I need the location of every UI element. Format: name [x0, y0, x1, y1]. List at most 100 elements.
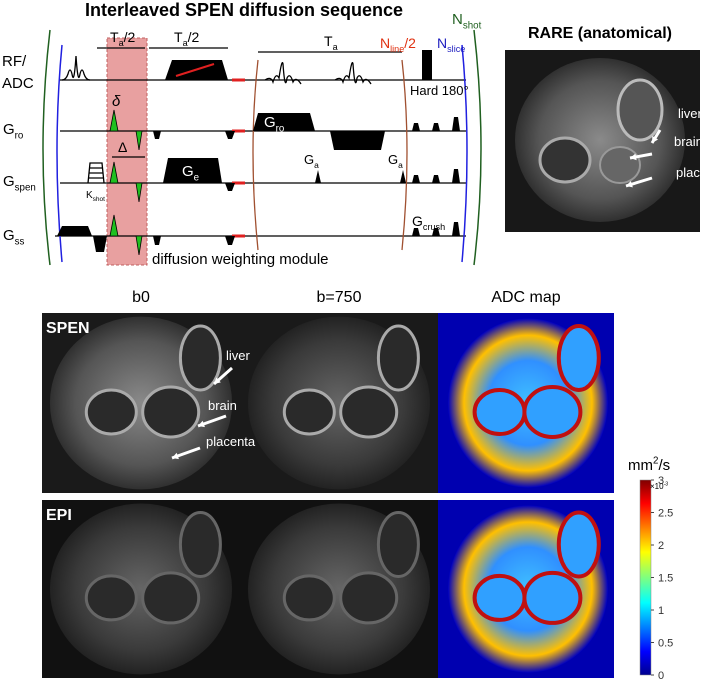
label: Hard 180°: [410, 83, 469, 98]
label-sub: crush: [423, 222, 445, 232]
label-tail: /2: [404, 35, 416, 51]
label-sub: a: [119, 38, 125, 48]
mri-structure: [282, 388, 336, 436]
colorbar: [639, 479, 652, 676]
label-main: K: [86, 190, 93, 201]
rf-pulse: [61, 55, 91, 81]
arrow-head: [626, 180, 633, 188]
label-sub: shot: [93, 196, 105, 203]
diffusion-gradients: [109, 109, 143, 256]
label-sub: slice: [447, 44, 465, 54]
label: brain: [208, 398, 237, 413]
label: Gro: [3, 121, 24, 142]
label-main: -G: [342, 133, 358, 149]
label-main: mm: [628, 457, 653, 474]
mri-structure: [339, 385, 399, 439]
arrow-head: [630, 153, 637, 161]
timing-arrows: [97, 47, 402, 158]
mri-structure: [376, 324, 420, 392]
mri-structure: [84, 388, 138, 436]
label: δ: [112, 93, 121, 110]
label-main: G: [182, 163, 194, 180]
label-sup: -3: [664, 481, 669, 487]
image-grid: [42, 313, 614, 678]
label-main: G: [3, 227, 15, 244]
mri-structure: [141, 385, 201, 439]
label: Gss: [3, 227, 25, 248]
arrow-head: [652, 136, 659, 143]
label: ADC: [2, 75, 34, 92]
label: Gcrush: [412, 213, 445, 232]
label-main: G: [412, 213, 423, 229]
label-main: T: [324, 33, 333, 49]
label-tail: /2: [124, 29, 136, 45]
label-main: ×10: [650, 482, 664, 491]
label-sub: ss: [15, 237, 25, 248]
label: ×10-3: [650, 481, 668, 491]
hard-pulse: [422, 50, 432, 80]
mri-structure: [84, 574, 138, 622]
label: Ga: [388, 152, 403, 170]
label: RF/: [2, 53, 27, 70]
rare-image: [505, 50, 700, 232]
mri-structure: [141, 571, 201, 625]
label: liver: [226, 348, 251, 363]
label-sub: ro: [15, 131, 24, 142]
label: Ta/2: [174, 29, 200, 48]
label: Interleaved SPEN diffusion sequence: [85, 0, 403, 20]
label-main: N: [380, 35, 390, 51]
sequence-diagram: [42, 29, 482, 266]
k-shot-ladder: [87, 162, 105, 184]
label-sub: a: [183, 38, 189, 48]
label: liver: [678, 106, 703, 121]
adc-structure: [472, 573, 527, 622]
label-sub: ro: [276, 124, 285, 135]
colorbar-tick-label: 1.5: [658, 573, 673, 585]
label-main: N: [437, 35, 447, 51]
label: Ge: [182, 163, 199, 184]
label-sub: line: [390, 44, 404, 54]
label: mm2/s: [628, 455, 670, 474]
label: Gspen: [3, 173, 36, 194]
label: diffusion weighting module: [152, 251, 329, 268]
chirp-arrow: [175, 63, 215, 77]
colorbar-tick-label: 3: [658, 475, 664, 487]
adc-sinc: [264, 61, 372, 85]
arrow-head: [214, 377, 221, 384]
label: SPEN: [46, 320, 90, 337]
label: Gro: [264, 114, 285, 135]
label: Δ: [118, 139, 127, 155]
bracket: [252, 59, 259, 251]
label: Nslice: [437, 35, 465, 54]
label: Ta/2: [110, 29, 136, 48]
adc-structure: [522, 385, 583, 439]
bracket: [401, 59, 408, 251]
label-main: G: [304, 152, 314, 167]
label-main: G: [3, 173, 15, 190]
label-sub: a: [314, 160, 319, 170]
label: placenta: [206, 434, 256, 449]
adc-structure: [556, 510, 601, 579]
red-dashes: [232, 78, 245, 238]
label-tail: /2: [188, 29, 200, 45]
label-sub: a: [398, 160, 403, 170]
colorbar-tick-label: 0: [658, 670, 664, 682]
label-tail: /s: [658, 457, 670, 474]
colorbar-tick-label: 2.5: [658, 508, 673, 520]
arrow-head: [172, 452, 179, 460]
label-sub: shot: [463, 21, 482, 32]
label-sub: ro: [358, 142, 366, 152]
label: b=750: [317, 289, 362, 306]
label-main: G: [3, 121, 15, 138]
bracket: [461, 44, 468, 263]
label-main: G: [264, 114, 276, 131]
label: placenta: [676, 165, 708, 180]
label: Ga: [304, 152, 319, 170]
mri-structure: [376, 511, 420, 578]
colorbar-tick-label: 2: [658, 540, 664, 552]
label: -Gro: [342, 133, 366, 152]
label-main: T: [110, 29, 119, 45]
colorbar-tick-label: 0.5: [658, 638, 673, 650]
